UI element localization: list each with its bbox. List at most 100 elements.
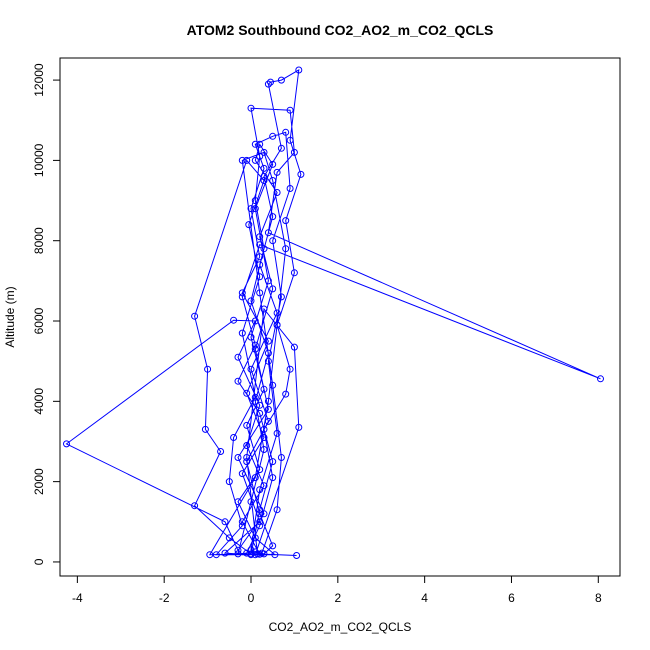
data-point	[290, 269, 298, 277]
y-tick-label: 10000	[32, 143, 46, 177]
data-point	[269, 237, 277, 245]
data-point	[269, 542, 277, 550]
data-point	[277, 144, 285, 152]
data-point	[256, 522, 264, 530]
data-point	[264, 417, 272, 425]
y-tick-label: 0	[32, 558, 46, 565]
data-point	[282, 390, 290, 398]
data-point	[260, 446, 268, 453]
data-point	[256, 140, 264, 148]
data-point	[264, 337, 272, 345]
data-point	[254, 550, 261, 558]
data-point	[269, 177, 277, 184]
data-point	[256, 261, 264, 269]
x-axis: -4 -2 0 2 4 6 8	[72, 575, 602, 605]
data-point	[251, 393, 259, 401]
data-point	[282, 128, 290, 136]
data-point	[243, 156, 251, 164]
data-point	[243, 458, 251, 466]
x-tick-label: 4	[421, 591, 428, 605]
data-point	[247, 498, 255, 506]
data-point	[238, 289, 246, 297]
data-point	[256, 409, 264, 417]
data-point	[245, 221, 253, 229]
data-point	[247, 205, 255, 213]
data-point	[297, 170, 305, 178]
data-point	[251, 474, 259, 482]
data-point	[293, 552, 301, 559]
data-point	[238, 522, 246, 530]
data-point	[258, 549, 266, 557]
data-point	[230, 434, 238, 441]
data-point	[277, 293, 285, 301]
data-point	[251, 341, 259, 349]
data-point	[260, 434, 268, 441]
data-point	[256, 486, 264, 494]
data-point	[221, 549, 229, 557]
chart-title: ATOM2 Southbound CO2_AO2_m_CO2_QCLS	[187, 22, 494, 38]
data-point	[238, 293, 246, 301]
data-point	[269, 474, 277, 482]
data-point	[256, 253, 264, 261]
data-point	[243, 389, 251, 397]
data-point	[282, 217, 290, 225]
data-point	[269, 213, 277, 221]
data-point	[256, 273, 264, 281]
data-point	[238, 329, 246, 337]
data-point	[286, 106, 294, 114]
data-point	[247, 333, 255, 341]
data-point	[269, 132, 277, 140]
y-axis: 0 2000 4000 6000 8000 10000 12000	[32, 63, 61, 565]
data-point	[260, 148, 268, 156]
data-point	[256, 152, 264, 160]
data-point	[264, 357, 272, 365]
data-point	[264, 229, 272, 237]
data-point	[290, 343, 298, 351]
data-point	[256, 289, 264, 297]
x-tick-label: -2	[159, 591, 170, 605]
data-point	[247, 546, 255, 554]
data-point	[264, 405, 272, 413]
data-point	[243, 454, 251, 461]
data-point	[234, 498, 242, 506]
y-tick-label: 8000	[32, 227, 46, 254]
plot-frame	[59, 57, 621, 577]
y-tick-label: 12000	[32, 63, 46, 97]
data-point	[273, 429, 281, 437]
data-point	[238, 518, 246, 526]
data-point	[247, 104, 255, 112]
data-point	[234, 353, 242, 361]
data-point	[286, 185, 294, 192]
data-point	[191, 312, 199, 320]
data-point	[273, 189, 281, 196]
data-point	[251, 345, 259, 353]
data-point	[191, 502, 199, 510]
data-point	[260, 173, 268, 180]
data-point	[260, 425, 268, 433]
data-point	[286, 365, 294, 373]
data-point	[251, 397, 259, 405]
data-point	[251, 197, 259, 205]
data-point	[260, 385, 268, 393]
y-axis-label: Altitude (m)	[3, 286, 17, 347]
data-point	[225, 478, 233, 486]
y-tick-label: 2000	[32, 468, 46, 495]
data-point	[264, 277, 272, 285]
data-point	[201, 425, 209, 433]
data-point	[260, 510, 268, 518]
data-point	[267, 78, 274, 86]
data-point	[204, 365, 212, 373]
data-point	[63, 440, 70, 448]
data-point	[234, 377, 242, 385]
data-point	[251, 156, 259, 164]
data-point	[277, 76, 285, 84]
data-point	[597, 375, 604, 383]
data-point	[269, 458, 277, 466]
data-point	[217, 448, 225, 455]
data-point	[256, 233, 264, 241]
data-point	[221, 518, 229, 526]
data-point	[247, 297, 255, 305]
data-point	[243, 421, 251, 429]
data-point	[256, 510, 264, 518]
data-point	[264, 397, 272, 405]
